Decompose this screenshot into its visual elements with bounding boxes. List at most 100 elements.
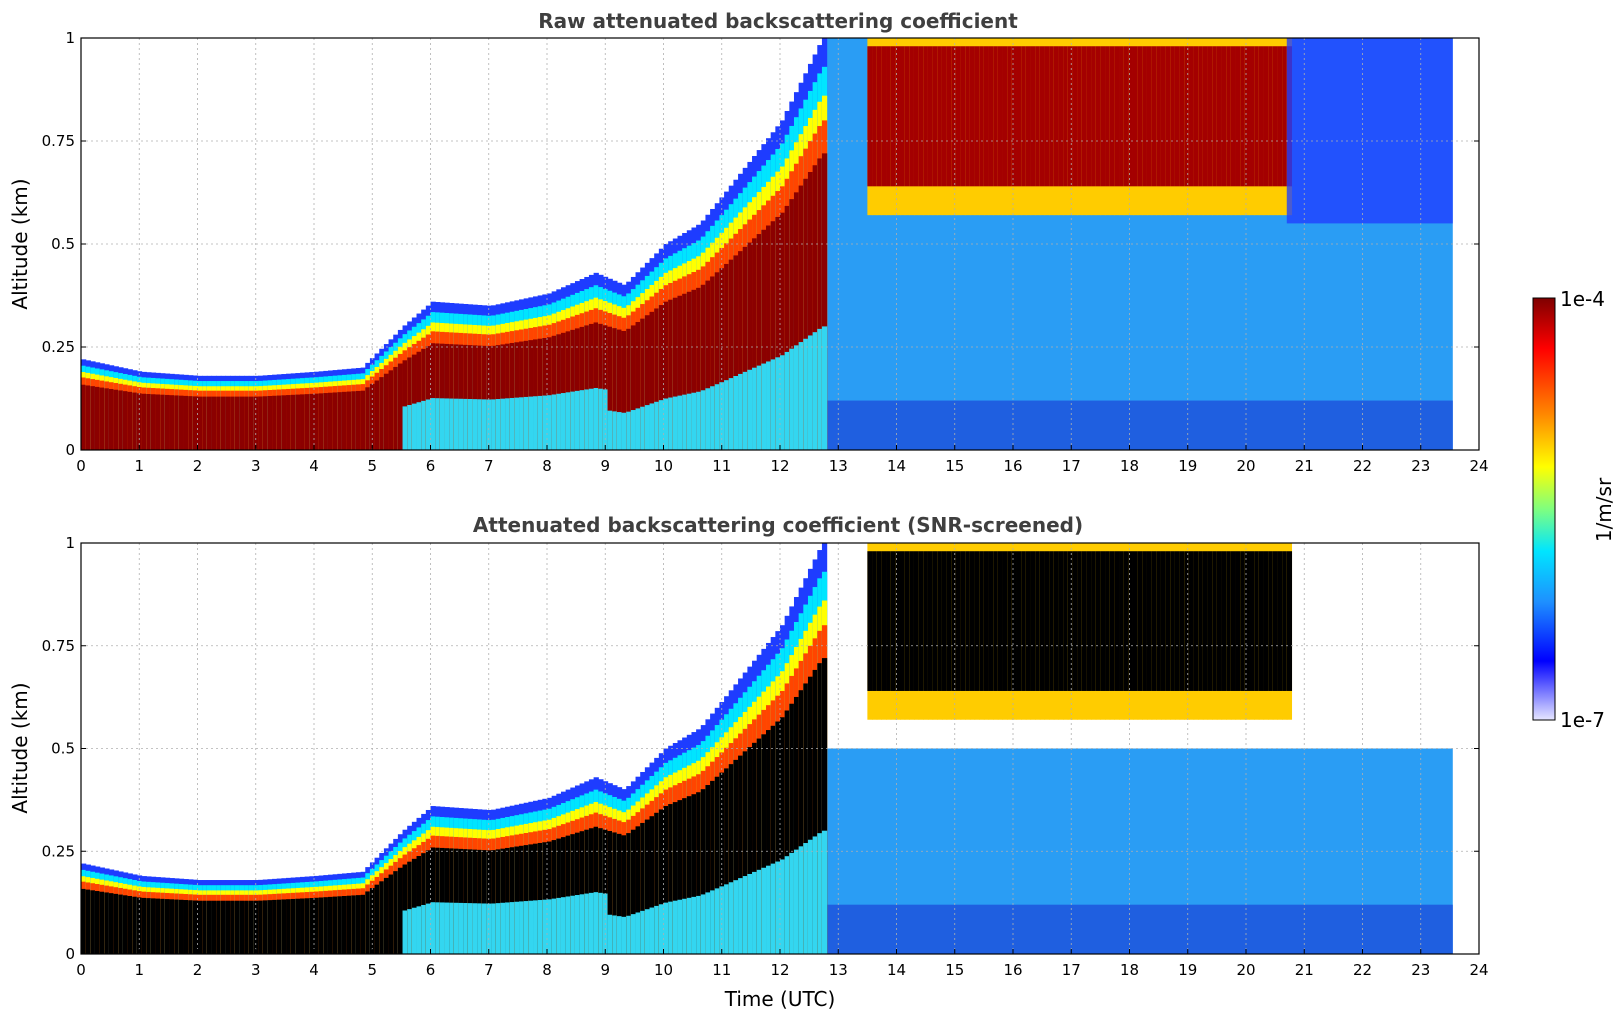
bl-low-layer (472, 399, 478, 450)
cloud-core (909, 46, 915, 187)
bl-band (500, 344, 506, 450)
bl-band (588, 323, 595, 450)
bl-band (821, 153, 828, 451)
bl-low-layer (491, 903, 497, 954)
bl-band (286, 395, 292, 450)
bl-band (141, 897, 147, 954)
bl-band (169, 395, 175, 450)
near-surface-layer (823, 400, 1453, 450)
cloud-core (1067, 46, 1074, 187)
bl-band (355, 390, 362, 450)
x-tick-label: 17 (1062, 457, 1081, 475)
bl-band (225, 396, 231, 450)
bl-low-layer (649, 403, 655, 450)
cloud-core (1146, 551, 1153, 691)
bl-low-layer (668, 901, 674, 954)
bl-band (467, 345, 474, 450)
near-surface-layer (823, 904, 1453, 954)
cloud-core (1235, 551, 1241, 691)
bl-low-layer (621, 412, 627, 450)
cloud-core (876, 46, 882, 187)
bl-band (416, 351, 422, 450)
bl-low-layer (821, 830, 828, 954)
cloud-core (1282, 551, 1288, 691)
bl-band (505, 847, 511, 954)
bl-band (584, 829, 590, 954)
cloud-core (1207, 46, 1213, 187)
cloud-core (1002, 551, 1008, 691)
cloud-core (1277, 551, 1283, 691)
bl-band (262, 900, 268, 954)
cloud-core (1268, 46, 1274, 187)
bl-band (472, 345, 478, 450)
bl-low-layer (584, 389, 590, 450)
x-tick-label: 20 (1236, 961, 1255, 979)
bl-low-layer (439, 902, 446, 954)
bl-band (677, 295, 683, 450)
bl-band (789, 703, 795, 954)
cloud-core (867, 46, 873, 187)
cloud-core (1184, 551, 1190, 691)
bl-low-layer (714, 384, 721, 450)
bl-band (113, 893, 119, 954)
cloud-core (1058, 46, 1064, 187)
bl-band (761, 229, 767, 450)
bl-band (668, 299, 674, 450)
bl-band (612, 832, 618, 954)
bl-band (533, 339, 539, 450)
bl-low-layer (705, 388, 711, 450)
colorbar-gradient (1532, 297, 1556, 721)
bl-low-layer (495, 399, 501, 450)
bl-low-layer (705, 892, 711, 954)
cloud-core (1216, 46, 1223, 187)
cloud-core (1160, 46, 1167, 187)
cloud-core (1105, 551, 1111, 691)
bl-band (542, 337, 548, 450)
x-axis-label: Time (UTC) (724, 987, 836, 1011)
panel-1-grid (81, 38, 1479, 450)
bl-band (318, 897, 324, 954)
bl-low-layer (700, 894, 707, 954)
bl-low-layer (519, 397, 525, 450)
bl-low-layer (570, 895, 576, 954)
bl-low-layer (640, 910, 646, 954)
bl-band (300, 394, 306, 450)
bl-low-layer (654, 401, 660, 450)
bl-low-layer (789, 348, 795, 450)
bl-band (477, 849, 483, 954)
bl-band (724, 263, 730, 450)
cloud-core (886, 46, 892, 187)
bl-band (383, 877, 390, 954)
bl-low-layer (588, 892, 595, 954)
cloud-core (1258, 46, 1265, 187)
cloud-core (1202, 46, 1209, 187)
cloud-core (1119, 551, 1125, 691)
bl-low-layer (439, 398, 446, 450)
bl-band (439, 343, 446, 450)
bl-low-layer (547, 899, 553, 954)
x-tick-label: 8 (542, 961, 552, 979)
bl-band (616, 833, 623, 954)
bl-band (216, 396, 222, 450)
x-tick-label: 11 (712, 457, 731, 475)
bl-band (766, 225, 772, 450)
cloud-core (1179, 46, 1185, 187)
bl-band (519, 341, 525, 450)
bl-band (118, 894, 124, 954)
bl-band (574, 832, 581, 954)
bl-band (733, 255, 739, 450)
bl-low-layer (803, 843, 809, 954)
bl-low-layer (523, 901, 529, 954)
bl-low-layer (556, 393, 562, 450)
bl-band (565, 331, 571, 450)
bl-band (383, 373, 390, 450)
bl-low-layer (710, 890, 716, 954)
cloud-core (965, 46, 971, 187)
bl-band (747, 747, 753, 954)
bl-band (150, 394, 157, 450)
bl-band (136, 393, 143, 450)
cloud-core (1049, 46, 1055, 187)
bl-low-layer (784, 856, 790, 954)
bl-band (155, 394, 161, 450)
bl-band (700, 284, 707, 450)
